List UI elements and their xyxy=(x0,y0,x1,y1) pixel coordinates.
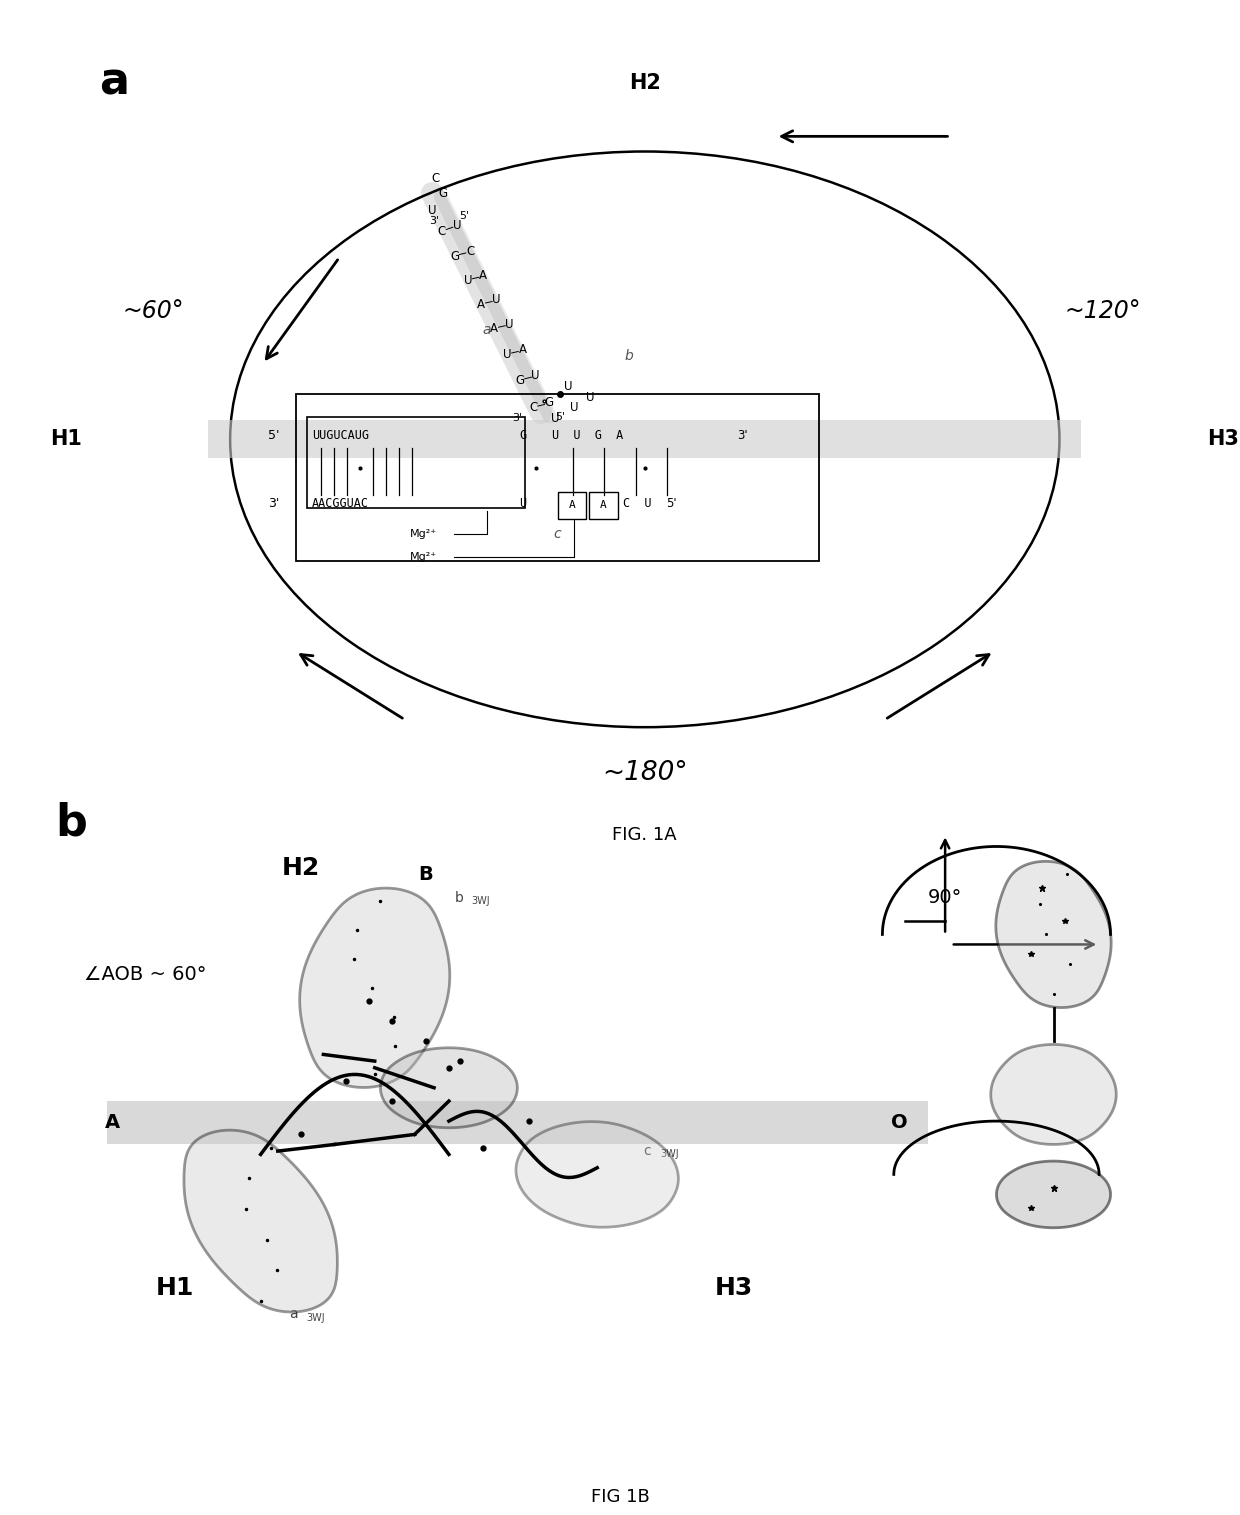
Text: C: C xyxy=(438,224,446,238)
Text: U: U xyxy=(428,205,436,217)
Text: 3': 3' xyxy=(512,414,522,423)
Text: 5': 5' xyxy=(667,497,677,511)
Text: Mg²⁺: Mg²⁺ xyxy=(410,551,438,562)
Text: a: a xyxy=(289,1307,298,1321)
Text: b: b xyxy=(56,801,87,844)
Text: UUGUCAUG: UUGUCAUG xyxy=(312,429,370,442)
Text: ~60°: ~60° xyxy=(123,298,185,323)
Polygon shape xyxy=(997,1160,1111,1227)
Text: O: O xyxy=(892,1114,908,1132)
Text: G: G xyxy=(516,374,525,386)
Text: C: C xyxy=(529,401,538,414)
Text: FIG 1B: FIG 1B xyxy=(590,1488,650,1506)
Text: A: A xyxy=(568,500,575,511)
Bar xyxy=(295,394,820,561)
Text: C  U: C U xyxy=(622,497,651,511)
Polygon shape xyxy=(516,1121,678,1227)
Text: B: B xyxy=(419,865,434,883)
Text: b: b xyxy=(624,348,632,364)
Text: c: c xyxy=(554,527,562,541)
Bar xyxy=(558,492,585,518)
Text: U: U xyxy=(532,370,539,382)
Polygon shape xyxy=(300,888,450,1088)
Text: H2: H2 xyxy=(629,73,661,94)
Text: c: c xyxy=(642,1144,651,1157)
Text: 3WJ: 3WJ xyxy=(660,1150,678,1159)
Text: A: A xyxy=(490,323,498,335)
Text: ~180°: ~180° xyxy=(601,759,688,786)
Polygon shape xyxy=(996,862,1111,1007)
Text: 5': 5' xyxy=(459,211,470,221)
Text: U: U xyxy=(503,348,512,361)
Text: C: C xyxy=(466,245,475,258)
Text: 3WJ: 3WJ xyxy=(306,1312,325,1323)
Text: U  U  G  A: U U G A xyxy=(552,429,624,442)
Text: 3': 3' xyxy=(429,217,440,226)
Text: G: G xyxy=(544,397,553,409)
Text: 3': 3' xyxy=(268,497,279,511)
Text: U: U xyxy=(587,391,594,405)
Text: A: A xyxy=(480,270,487,282)
Bar xyxy=(306,417,525,508)
Bar xyxy=(107,1101,928,1144)
Text: 5': 5' xyxy=(268,429,279,442)
Text: FIG. 1A: FIG. 1A xyxy=(613,826,677,844)
Text: G: G xyxy=(439,186,448,200)
Text: 3WJ: 3WJ xyxy=(471,895,490,906)
Text: A: A xyxy=(477,298,485,311)
Bar xyxy=(208,421,1081,459)
Text: G: G xyxy=(450,250,460,262)
Text: AACGGUAC: AACGGUAC xyxy=(312,497,370,511)
Polygon shape xyxy=(184,1130,337,1312)
Text: 3': 3' xyxy=(738,429,748,442)
Text: a: a xyxy=(482,323,491,336)
Polygon shape xyxy=(381,1048,517,1127)
Text: U: U xyxy=(492,294,501,306)
Text: H1: H1 xyxy=(156,1276,195,1300)
Text: b: b xyxy=(455,891,464,904)
Text: H2: H2 xyxy=(281,856,320,880)
Text: Mg²⁺: Mg²⁺ xyxy=(410,529,438,539)
Text: U: U xyxy=(569,401,578,414)
Text: G: G xyxy=(520,429,527,442)
Text: H3: H3 xyxy=(715,1276,753,1300)
Text: U: U xyxy=(464,274,472,286)
Text: ∠AOB ~ 60°: ∠AOB ~ 60° xyxy=(84,965,206,983)
Text: A: A xyxy=(600,500,606,511)
Text: U: U xyxy=(505,318,513,330)
Text: U: U xyxy=(564,380,573,392)
Text: U: U xyxy=(520,497,527,511)
Text: A: A xyxy=(105,1114,120,1132)
Bar xyxy=(589,492,618,518)
Text: H3: H3 xyxy=(1208,429,1239,450)
Text: H1: H1 xyxy=(51,429,82,450)
Polygon shape xyxy=(991,1044,1116,1144)
Text: C: C xyxy=(432,171,439,185)
Text: ~120°: ~120° xyxy=(1065,298,1141,323)
Text: U: U xyxy=(551,412,559,424)
Text: 5': 5' xyxy=(556,412,565,421)
Text: 90°: 90° xyxy=(928,888,962,907)
Text: U: U xyxy=(453,220,461,232)
Text: A: A xyxy=(518,344,527,356)
Text: a: a xyxy=(99,61,129,103)
